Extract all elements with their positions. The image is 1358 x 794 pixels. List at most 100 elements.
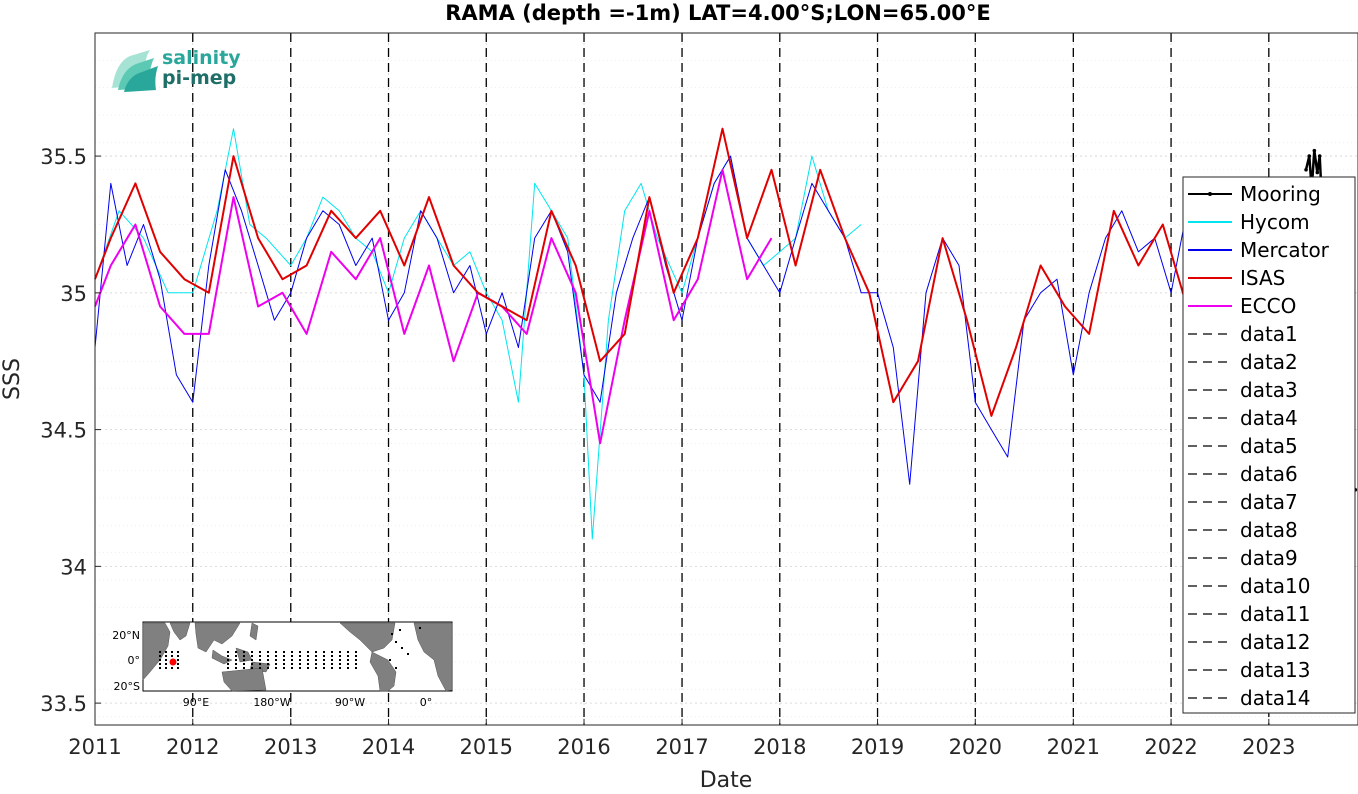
x-tick-label-11: 2022	[1144, 735, 1197, 759]
inset-mooring-dot	[259, 663, 261, 665]
inset-mooring-dot	[307, 659, 309, 661]
plot-frame	[94, 32, 1358, 726]
inset-mooring-dot	[331, 667, 333, 669]
legend-label: data11	[1240, 602, 1311, 626]
inset-mooring-dot	[259, 655, 261, 657]
mooring-point	[1307, 154, 1312, 158]
inset-mooring-dot	[251, 667, 253, 669]
x-tick-label-3: 2014	[362, 735, 415, 759]
legend-label: data9	[1240, 546, 1298, 570]
x-tick-label-9: 2020	[949, 735, 1002, 759]
mooring-point	[1312, 148, 1317, 153]
inset-mooring-dot	[235, 663, 237, 665]
inset-mooring-dot	[283, 655, 285, 657]
legend-label: data7	[1240, 490, 1298, 514]
x-tick-label-7: 2018	[753, 735, 806, 759]
mooring-point	[1304, 167, 1308, 172]
inset-mooring-dot	[275, 659, 277, 661]
inset-mooring-dot	[171, 651, 173, 653]
inset-mooring-dot	[323, 659, 325, 661]
inset-mooring-dot	[243, 651, 245, 653]
inset-lon-0: 0°	[420, 696, 433, 709]
legend-item-data11: data11	[1188, 602, 1311, 626]
salinity-pimep-logo: salinity pi-mep	[112, 47, 241, 92]
legend-item-data3: data3	[1188, 378, 1298, 402]
legend-label: data14	[1240, 686, 1311, 710]
legend-item-isas: ISAS	[1188, 266, 1285, 290]
inset-mooring-dot	[331, 659, 333, 661]
inset-mooring-dot	[299, 655, 301, 657]
inset-mooring-dot	[227, 659, 229, 661]
inset-map-ocean	[142, 621, 453, 692]
legend-item-data4: data4	[1188, 406, 1298, 430]
series-line-isas	[94, 127, 1188, 417]
legend-item-mercator: Mercator	[1188, 238, 1330, 262]
inset-mooring-dot	[267, 655, 269, 657]
legend-label: data4	[1240, 406, 1298, 430]
inset-mooring-dot	[395, 641, 397, 643]
x-tick-label-1: 2012	[166, 735, 219, 759]
inset-mooring-dot	[291, 651, 293, 653]
legend-item-hycom: Hycom	[1188, 210, 1310, 234]
inset-mooring-dot	[395, 667, 397, 669]
legend-item-data14: data14	[1188, 686, 1311, 710]
inset-mooring-dot	[315, 659, 317, 661]
inset-mooring-dot	[177, 663, 179, 665]
legend-item-data9: data9	[1188, 546, 1298, 570]
inset-mooring-dot	[159, 651, 161, 653]
inset-mooring-dot	[251, 655, 253, 657]
inset-mooring-dot	[267, 663, 269, 665]
inset-mooring-dot	[177, 667, 179, 669]
legend-item-ecco: ECCO	[1188, 294, 1296, 318]
y-tick-label-3: 35	[60, 282, 87, 306]
inset-mooring-dot	[355, 663, 357, 665]
inset-mooring-dot	[291, 663, 293, 665]
inset-mooring-dot	[251, 659, 253, 661]
legend-item-data6: data6	[1188, 462, 1298, 486]
y-tick-label-0: 33.5	[40, 692, 87, 716]
legend-box	[1182, 176, 1356, 714]
mooring-point	[1317, 154, 1322, 158]
legend-item-mooring: Mooring	[1188, 182, 1321, 206]
inset-mooring-dot	[267, 651, 269, 653]
inset-mooring-dot	[275, 667, 277, 669]
inset-mooring-dot	[315, 663, 317, 665]
inset-mooring-dot	[307, 663, 309, 665]
series-line-mercator	[94, 155, 1310, 485]
legend-label: Mooring	[1240, 182, 1321, 206]
logo-waves-icon	[112, 50, 158, 92]
inset-mooring-dot	[227, 663, 229, 665]
y-tick-label-2: 34.5	[40, 419, 87, 443]
inset-mooring-dot	[299, 651, 301, 653]
inset-mooring-dot	[355, 651, 357, 653]
mooring-point	[1315, 170, 1320, 175]
legend-label: data5	[1240, 434, 1298, 458]
inset-mooring-dot	[165, 663, 167, 665]
inset-mooring-dot	[331, 651, 333, 653]
inset-mooring-dot	[235, 659, 237, 661]
inset-mooring-dot	[259, 651, 261, 653]
inset-mooring-dot	[347, 663, 349, 665]
inset-mooring-dot	[323, 651, 325, 653]
inset-mooring-dot	[339, 663, 341, 665]
x-tick-label-6: 2017	[655, 735, 708, 759]
inset-lon-180w: 180°W	[253, 696, 290, 709]
inset-mooring-dot	[165, 667, 167, 669]
inset-mooring-dot	[251, 651, 253, 653]
inset-mooring-dot	[339, 659, 341, 661]
x-tick-label-5: 2016	[557, 735, 610, 759]
inset-mooring-dot	[159, 667, 161, 669]
inset-mooring-dot	[165, 659, 167, 661]
inset-mooring-dot	[177, 655, 179, 657]
y-axis-label: SSS	[0, 358, 25, 400]
inset-mooring-dot	[275, 651, 277, 653]
inset-mooring-dot	[227, 651, 229, 653]
x-tick-label-12: 2023	[1242, 735, 1295, 759]
inset-mooring-dot	[323, 663, 325, 665]
inset-mooring-dot	[347, 667, 349, 669]
y-tick-label-4: 35.5	[40, 145, 87, 169]
x-tick-label-10: 2021	[1047, 735, 1100, 759]
inset-mooring-dot	[307, 651, 309, 653]
inset-mooring-dot	[299, 659, 301, 661]
